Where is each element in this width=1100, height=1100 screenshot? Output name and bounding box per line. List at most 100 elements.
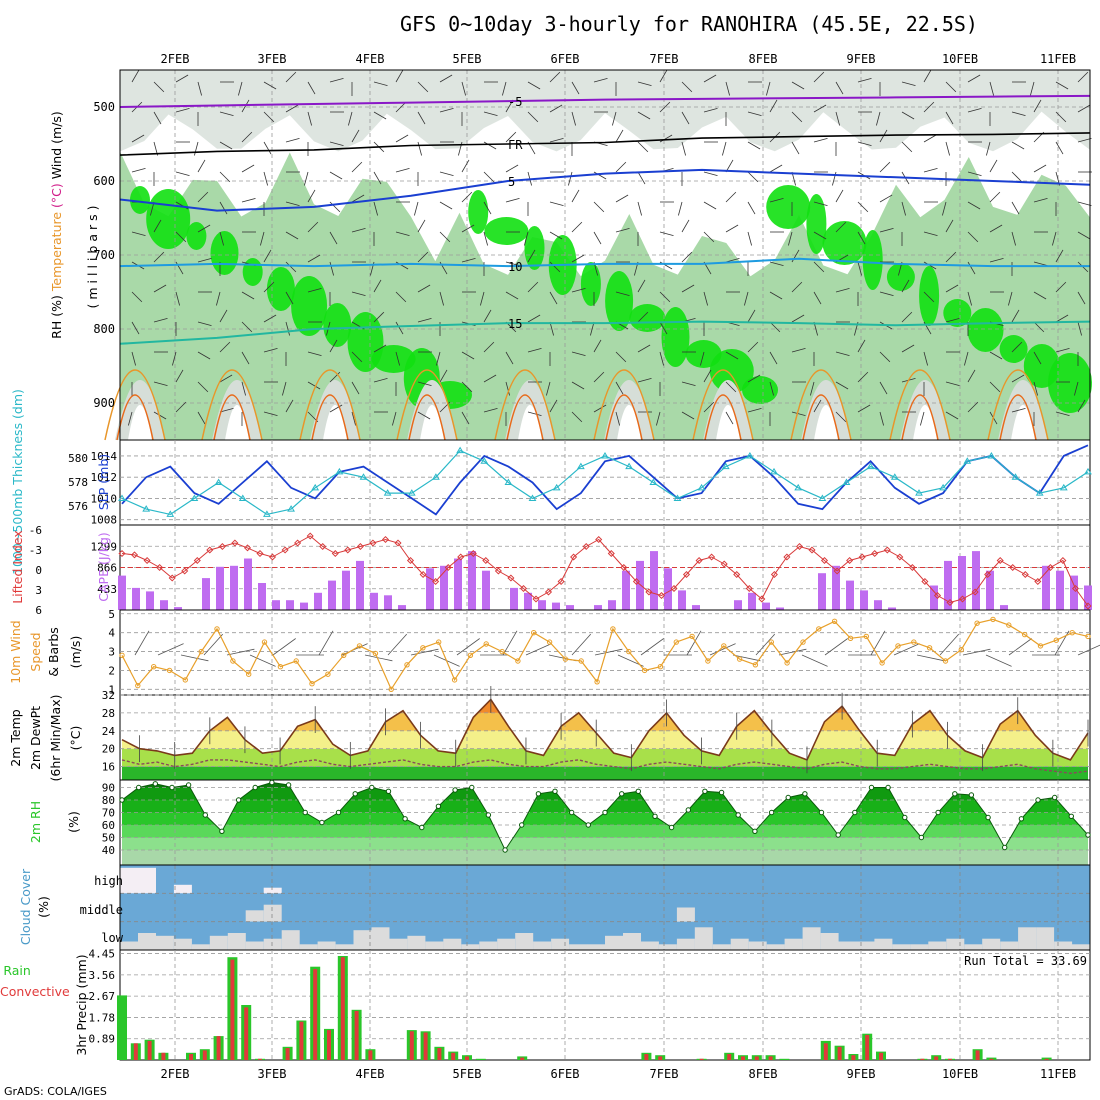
thickness-point [456, 446, 464, 454]
cape-bar [244, 558, 252, 610]
wind-barb [1011, 374, 1025, 383]
isotherm-0 [119, 132, 1091, 156]
cloud-low-bar [173, 938, 192, 950]
rh2m-point [485, 812, 492, 818]
wind-speed-point [151, 664, 157, 670]
wind-barb [175, 171, 190, 176]
rh2m-point [235, 797, 242, 803]
thickness-point [939, 483, 947, 491]
cape-bar [524, 592, 532, 610]
lifted-index-point [181, 567, 189, 575]
cloud-low-bar [371, 927, 390, 950]
wind-barb [681, 111, 690, 125]
rh2m-point [685, 807, 691, 813]
wind-barb [857, 404, 871, 413]
wind-barb [857, 78, 872, 83]
wind-barb [1055, 314, 1069, 323]
temperature-line [121, 698, 1089, 761]
wind-barb [615, 161, 627, 173]
thickness-point [987, 451, 996, 459]
lifted-index-point [846, 556, 854, 565]
cloud-high-bar [120, 867, 138, 894]
wind-barb [901, 344, 915, 353]
thickness-point [432, 473, 440, 480]
wind-barb [505, 381, 510, 396]
wind-barb [593, 371, 605, 383]
wind-barb [524, 231, 529, 246]
wind-barb [791, 281, 803, 293]
thickness-point [190, 494, 199, 501]
cloud-low-bar [964, 944, 983, 950]
wind10m-ylabel: 10m Wind Speed & Barbs (m/s) [8, 620, 83, 683]
wind-barb [263, 411, 278, 416]
cape-bar [958, 556, 966, 610]
cape-bar [734, 600, 742, 610]
rh2m-point [952, 791, 958, 797]
cloud-low-bar [694, 927, 713, 950]
cape-bar [1042, 565, 1050, 610]
precip-conv-bar [437, 1048, 442, 1060]
lifted-index-point [356, 542, 364, 551]
wind-barb [461, 81, 466, 96]
wind-barb [813, 261, 825, 273]
wind-barb [681, 411, 695, 420]
rh2m-point [868, 784, 875, 791]
wind-barb [571, 381, 585, 390]
wind-barb [945, 81, 957, 93]
label-wind: Wind [49, 148, 64, 179]
wind-barb [989, 191, 1001, 203]
wind-barb [241, 321, 253, 333]
wind-barb [549, 399, 558, 413]
dark-orange-isotherm [116, 394, 154, 441]
wind-barb [901, 141, 913, 153]
wind-barb [1077, 321, 1082, 336]
surface-barb [594, 648, 623, 656]
slp-lines [118, 444, 1092, 517]
cloud-low-bar [138, 933, 156, 950]
cloud-low-bar [425, 941, 444, 950]
lifted-index-point [406, 556, 415, 565]
wind-barb [351, 228, 366, 233]
wind-barb [483, 201, 492, 215]
cloud-bars [120, 867, 1090, 950]
thickness-tick-578: 578 [68, 476, 88, 489]
precip-tick-4.45: 4.45 [89, 948, 116, 961]
temp2m-label-2: 2m DewPt [28, 706, 43, 770]
precip-total-bar [475, 1058, 486, 1060]
wind-barb [945, 219, 954, 233]
wind-barb [483, 374, 497, 383]
wind-barb [725, 411, 734, 425]
wind-barb [219, 374, 233, 383]
rh-moist-blob [629, 304, 666, 332]
orange-isotherm [889, 369, 951, 441]
wind-barb [461, 224, 475, 233]
wind-barb [238, 81, 243, 96]
wind-barb [282, 381, 287, 396]
rh-band-5 [122, 787, 1088, 800]
orange-isotherm [593, 369, 655, 441]
wind-barb [942, 201, 947, 216]
lifted-index-point [294, 539, 302, 547]
wind-speed-point [911, 639, 917, 645]
wind-barb [505, 131, 517, 143]
wind-speed-point [246, 671, 252, 677]
cape-bar [748, 592, 756, 610]
wind-barb [329, 201, 341, 213]
cloud-low-bar [191, 944, 210, 950]
wind-barb [241, 164, 255, 173]
lifted-index-point [369, 539, 377, 547]
thickness-point [504, 478, 513, 485]
wind-barb [505, 164, 519, 173]
wind-barb [153, 111, 162, 125]
wind-barb [549, 261, 561, 273]
wind-barb [766, 81, 771, 96]
wind-barb [1033, 321, 1045, 333]
wind-barb [1033, 381, 1038, 396]
top-date-7FEB: 7FEB [650, 52, 679, 66]
wind10m-barbs [134, 630, 1100, 667]
wind-barb [593, 171, 607, 180]
cape-bar [846, 580, 854, 610]
rh-moist-blob [210, 231, 239, 275]
wind-barb [373, 111, 387, 120]
wind-barb [1033, 198, 1048, 203]
